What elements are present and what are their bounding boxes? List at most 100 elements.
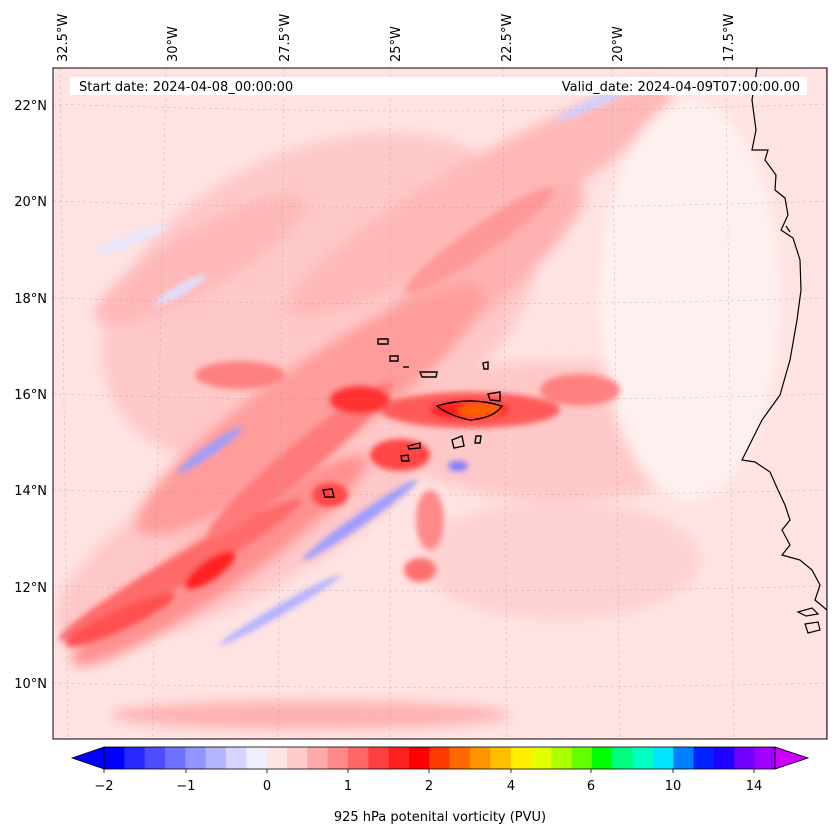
map-area [53, 68, 827, 739]
colorbar-segment [510, 747, 532, 769]
pv-band [312, 483, 348, 507]
colorbar-segment [632, 747, 654, 769]
header-banner: Start date: 2024-04-08_00:00:00 Valid_da… [70, 77, 807, 95]
longitude-labels: 32.5°W 30°W 27.5°W 25°W 22.5°W 20°W 17.5… [56, 14, 737, 62]
pv-negative-streak [92, 225, 168, 255]
island-outline [407, 442, 421, 450]
colorbar-tick-label: −2 [94, 779, 113, 794]
pv-negative-streak [448, 461, 468, 471]
colorbar-segment [165, 747, 186, 769]
pv-band [370, 439, 430, 471]
lat-label: 20°N [14, 195, 47, 210]
pv-region [600, 100, 780, 500]
pv-negative-streaks [92, 78, 646, 646]
colorbar-segment [612, 747, 634, 769]
colorbar-tick-label: 10 [665, 779, 682, 794]
colorbar-segment [185, 747, 207, 769]
valid-date-label: Valid_date: 2024-04-09T07:00:00.00 [562, 80, 800, 95]
colorbar-segment [124, 747, 146, 769]
colorbar-segment [246, 747, 268, 769]
pv-negative-streak [302, 479, 418, 561]
pv-contour-layer-strong [58, 187, 620, 647]
pv-region [110, 701, 510, 729]
graticule [53, 68, 827, 739]
colorbar-segment [490, 747, 512, 769]
pv-band [404, 558, 436, 582]
colorbar-segment [714, 747, 735, 769]
colorbar-segment [592, 747, 613, 769]
colorbar-segment [266, 747, 288, 769]
pv-band [207, 381, 393, 539]
colorbar-segment [409, 747, 430, 769]
lat-label: 22°N [14, 99, 47, 114]
colorbar-tick-label: 6 [587, 779, 595, 794]
lon-label: 27.5°W [278, 14, 293, 62]
colorbar-segment [307, 747, 329, 769]
colorbar-segment [144, 747, 166, 769]
lon-label: 17.5°W [722, 14, 737, 62]
colorbar-segment [368, 747, 390, 769]
pv-band [330, 386, 390, 414]
pv-band [58, 498, 302, 642]
pv-band [65, 593, 175, 647]
latitude-labels: 22°N 20°N 18°N 16°N 14°N 12°N 10°N [14, 99, 47, 692]
lat-label: 16°N [14, 388, 47, 403]
island-outline [418, 371, 438, 378]
island-outline [400, 454, 410, 462]
lon-label: 22.5°W [500, 14, 515, 62]
island-outline [474, 435, 482, 444]
lat-label: 12°N [14, 581, 47, 596]
colorbar-tick-labels: −2 −1 0 1 2 4 6 10 14 [94, 779, 762, 794]
colorbar-tick-label: 0 [263, 779, 271, 794]
lat-label: 14°N [14, 484, 47, 499]
lon-label: 20°W [611, 26, 626, 62]
colorbar-ticks [103, 769, 755, 773]
lat-label: 18°N [14, 292, 47, 307]
island-outline [389, 355, 399, 362]
island-outline [322, 488, 335, 498]
colorbar-segment [653, 747, 674, 769]
pv-negative-streak [153, 274, 207, 306]
colorbar-segment [205, 747, 227, 769]
colorbar-over-arrow [774, 746, 810, 770]
lat-label: 10°N [14, 677, 47, 692]
colorbar-segment [429, 747, 451, 769]
island-outline [487, 391, 501, 402]
pv-band [184, 550, 236, 590]
island-outline [451, 435, 465, 449]
colorbar-tick-label: 1 [344, 779, 352, 794]
colorbar-segment [226, 747, 247, 769]
lon-label: 32.5°W [56, 14, 71, 62]
pv-region [94, 194, 305, 326]
colorbar-segment [571, 747, 593, 769]
island-outline [482, 361, 489, 370]
pv-band [405, 187, 555, 293]
colorbar-segment [734, 747, 756, 769]
colorbar-segment [754, 747, 776, 769]
colorbar-segment [531, 747, 552, 769]
lon-label: 25°W [389, 26, 404, 62]
colorbar-tick-label: 14 [746, 779, 763, 794]
colorbar-label: 925 hPa potenital vorticity (PVU) [334, 810, 546, 825]
colorbar-segment [470, 747, 491, 769]
colorbar-segment [449, 747, 471, 769]
pv-region [420, 500, 700, 620]
colorbar-segment [104, 747, 125, 769]
pv-region [288, 84, 672, 316]
pv-negative-streak [177, 426, 243, 474]
colorbar-tick-label: −1 [176, 779, 195, 794]
island-outline [435, 400, 504, 421]
pv-band [195, 361, 285, 389]
colorbar-segment [327, 747, 349, 769]
pv-band [458, 403, 502, 417]
colorbar: −2 −1 0 1 2 4 6 10 14 925 hPa potenital … [70, 746, 810, 825]
colorbar-segments [104, 747, 776, 769]
colorbar-under-arrow [70, 746, 105, 770]
africa-coastline [741, 68, 827, 739]
coastlines [322, 338, 504, 498]
pv-region [136, 284, 484, 536]
colorbar-segment [551, 747, 573, 769]
start-date-label: Start date: 2024-04-08_00:00:00 [79, 80, 293, 95]
pv-negative-streak [219, 574, 341, 646]
